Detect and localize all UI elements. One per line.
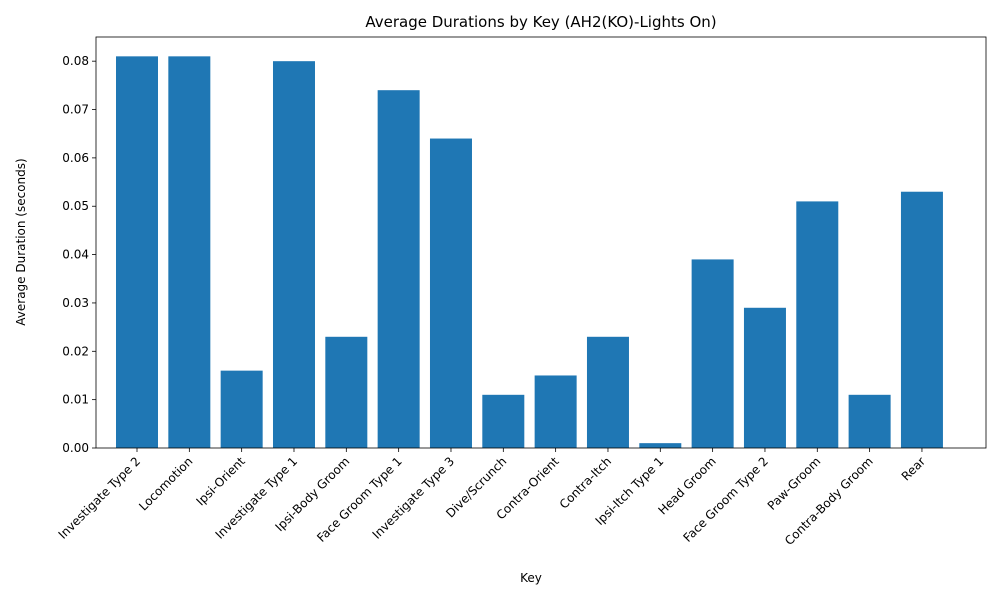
bar-9 [586,336,629,448]
y-tick-label-5: 0.05 [62,199,89,213]
y-axis: 0.00 0.01 0.02 0.03 0.04 0.05 0.06 0.07 0.08 [62,54,96,455]
x-tick-label-15: Rear [899,454,928,483]
x-tick-label-0: Investigate Type 2 [56,454,144,542]
bar-8 [534,375,577,448]
x-axis-label: Key [520,571,542,585]
y-tick-label-7: 0.07 [62,103,89,117]
x-tick-label-9: Contra-Itch [557,454,614,511]
y-tick-label-0: 0.00 [62,441,89,455]
bar-1 [168,56,211,449]
y-axis-label: Average Duration (seconds) [14,158,28,325]
bar-5 [377,90,420,448]
x-tick-label-2: Ipsi-Orient [193,454,248,509]
bar-7 [482,394,525,448]
x-tick-label-1: Locomotion [136,454,195,513]
bars-group [116,56,943,449]
bar-15 [900,191,943,449]
bar-4 [325,336,368,448]
bar-12 [743,307,786,448]
y-tick-label-1: 0.01 [62,393,89,407]
y-tick-label-2: 0.02 [62,344,89,358]
y-tick-label-3: 0.03 [62,296,89,310]
bar-11 [691,259,734,448]
bar-6 [429,138,472,449]
x-axis: Investigate Type 2LocomotionIpsi-OrientI… [56,448,928,548]
bar-0 [116,56,158,449]
bar-3 [272,61,315,449]
bar-13 [796,201,839,448]
bar-2 [220,370,263,448]
bar-10 [639,443,682,448]
y-tick-label-8: 0.08 [62,54,89,68]
x-tick-label-14: Contra-Body Groom [782,454,876,548]
bar-14 [848,394,891,448]
y-tick-label-6: 0.06 [62,151,89,165]
chart-title: Average Durations by Key (AH2(KO)-Lights… [365,13,716,31]
y-tick-label-4: 0.04 [62,248,89,262]
plot-frame [95,36,987,449]
